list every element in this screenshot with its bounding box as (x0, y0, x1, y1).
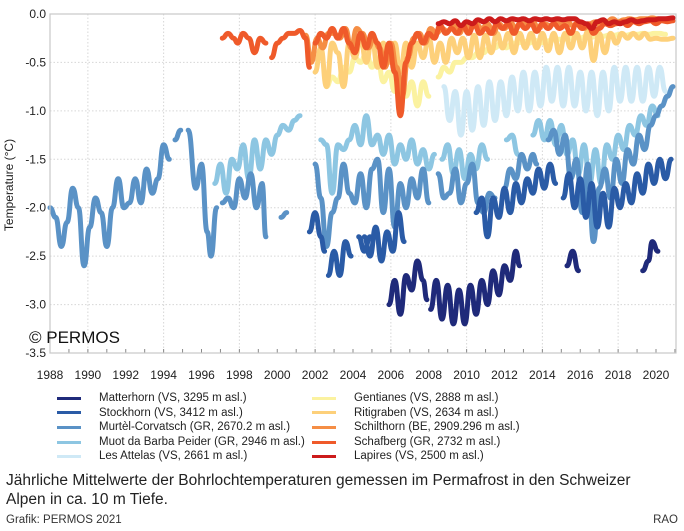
agency-credit: RAO (653, 514, 678, 526)
x-tick-label: 1994 (150, 368, 177, 382)
series-line-ritigraben (312, 28, 676, 90)
x-tick-label: 2018 (605, 368, 632, 382)
series-line-murtlcorvatsch (47, 142, 172, 269)
legend-label: Stockhorn (VS, 3412 m asl.) (99, 406, 243, 419)
legend-swatch (57, 455, 81, 459)
legend-item: Stockhorn (VS, 3412 m asl.) (57, 406, 305, 421)
series-line-murtlcorvatsch (172, 127, 184, 143)
x-tick-label: 2010 (453, 368, 480, 382)
legend-label: Gentianes (VS, 2888 m asl.) (354, 392, 499, 404)
series-line-muot (318, 113, 437, 196)
y-tick-label: -3.5 (25, 346, 46, 360)
series-line-schafberg (269, 28, 312, 70)
series-line-muot (530, 103, 661, 186)
series-line-stockhorn (306, 210, 328, 254)
x-tick-label: 2002 (302, 368, 329, 382)
legend-left: Matterhorn (VS, 3295 m asl.) Stockhorn (… (57, 391, 305, 464)
y-tick-label: -0.5 (25, 55, 46, 69)
legend-item: Muot da Barba Peider (GR, 2946 m asl.) (57, 435, 305, 450)
axes: 0.0 -0.5 -1.0 -1.5 -2.0 -2.5 -3.0 -3.5 1988 1990 1… (25, 7, 677, 382)
temperature-line-chart: 0.0 -0.5 -1.0 -1.5 -2.0 -2.5 -3.0 -3.5 1988 1990 1… (2, 7, 677, 382)
series-line-stockhorn (325, 239, 354, 278)
series-line-murtlcorvatsch (312, 156, 432, 249)
series-line-stockhorn (473, 161, 559, 240)
series-line-murtlcorvatsch (502, 151, 540, 191)
legend-item: Schilthorn (BE, 2909.296 m asl.) (312, 420, 520, 435)
series-line-matterhorn (564, 248, 581, 274)
series-line-muot (439, 142, 490, 182)
x-tick-label: 2000 (264, 368, 291, 382)
series-line-stockhorn (560, 156, 674, 230)
legend-swatch (312, 411, 336, 415)
source-credit: Grafik: PERMOS 2021 (6, 514, 122, 526)
x-tick-label: 1992 (112, 368, 139, 382)
x-tick-label: 2020 (643, 368, 670, 382)
legend-label: Schilthorn (BE, 2909.296 m asl.) (354, 421, 520, 434)
series-line-schafberg (312, 18, 676, 119)
legend-swatch (312, 440, 336, 444)
y-tick-label: -2.0 (25, 201, 46, 215)
y-tick-label: -1.0 (25, 104, 46, 118)
legend-swatch (57, 396, 81, 400)
legend-item: Gentianes (VS, 2888 m asl.) (312, 391, 520, 406)
x-tick-label: 2006 (378, 368, 405, 382)
x-tick-label: 1988 (37, 368, 64, 382)
series-line-murtlcorvatsch (278, 210, 290, 220)
legend-label: Muot da Barba Peider (GR, 2946 m asl.) (99, 435, 305, 448)
legend-item: Les Attelas (VS, 2661 m asl.) (57, 449, 305, 464)
series-line-matterhorn (386, 258, 430, 317)
series-line-muot (503, 132, 521, 157)
x-tick-label: 1996 (188, 368, 215, 382)
y-tick-label: -2.5 (25, 249, 46, 263)
x-tick-label: 2012 (491, 368, 518, 382)
series-line-matterhorn (640, 239, 661, 274)
series-line-schafberg (219, 30, 269, 56)
series-line-lapires (435, 15, 676, 31)
series-line-murtlcorvatsch (185, 127, 220, 259)
x-tick-label: 1998 (226, 368, 253, 382)
series-line-les (441, 64, 668, 138)
x-tick-label: 2008 (415, 368, 442, 382)
x-tick-label: 2014 (529, 368, 556, 382)
chart-caption: Jährliche Mittelwerte der Bohrlochtemper… (6, 472, 631, 508)
series-line-matterhorn (428, 248, 523, 327)
y-tick-label: 0.0 (29, 7, 46, 21)
legend-right: Gentianes (VS, 2888 m asl.) Ritigraben (… (312, 391, 520, 464)
legend-item: Murtèl-Corvatsch (GR, 2670.2 m asl.) (57, 420, 305, 435)
legend-item: Lapires (VS, 2500 m asl.) (312, 449, 520, 464)
legend-label: Murtèl-Corvatsch (GR, 2670.2 m asl.) (99, 421, 291, 434)
legend-item: Ritigraben (VS, 2634 m asl.) (312, 406, 520, 421)
y-tick-label: -3.0 (25, 298, 46, 312)
plot-frame (49, 13, 677, 354)
legend-swatch (57, 411, 81, 415)
legend-label: Les Attelas (VS, 2661 m asl.) (99, 450, 248, 463)
legend-item: Matterhorn (VS, 3295 m asl.) (57, 391, 305, 406)
series-line-muot (212, 113, 303, 196)
legend-label: Schafberg (GR, 2732 m asl.) (354, 435, 501, 448)
legend-item: Schafberg (GR, 2732 m asl.) (312, 435, 520, 450)
legend-label: Ritigraben (VS, 2634 m asl.) (354, 406, 499, 419)
legend-swatch (312, 455, 336, 459)
series-line-stockhorn (361, 210, 407, 264)
legend-label: Matterhorn (VS, 3295 m asl.) (99, 392, 247, 404)
legend-swatch (312, 425, 336, 429)
series-lines (47, 15, 676, 327)
y-axis-label: Temperature (°C) (2, 139, 16, 231)
legend-swatch (57, 440, 81, 444)
x-tick-label: 2016 (567, 368, 594, 382)
legend-label: Lapires (VS, 2500 m asl.) (354, 450, 484, 463)
legend-swatch (57, 425, 81, 429)
legend-swatch (312, 396, 336, 400)
x-tick-label: 2004 (340, 368, 367, 382)
x-tick-label: 1990 (75, 368, 102, 382)
y-tick-label: -1.5 (25, 152, 46, 166)
copyright-annotation: © PERMOS (29, 328, 120, 347)
series-line-murtlcorvatsch (219, 171, 269, 240)
